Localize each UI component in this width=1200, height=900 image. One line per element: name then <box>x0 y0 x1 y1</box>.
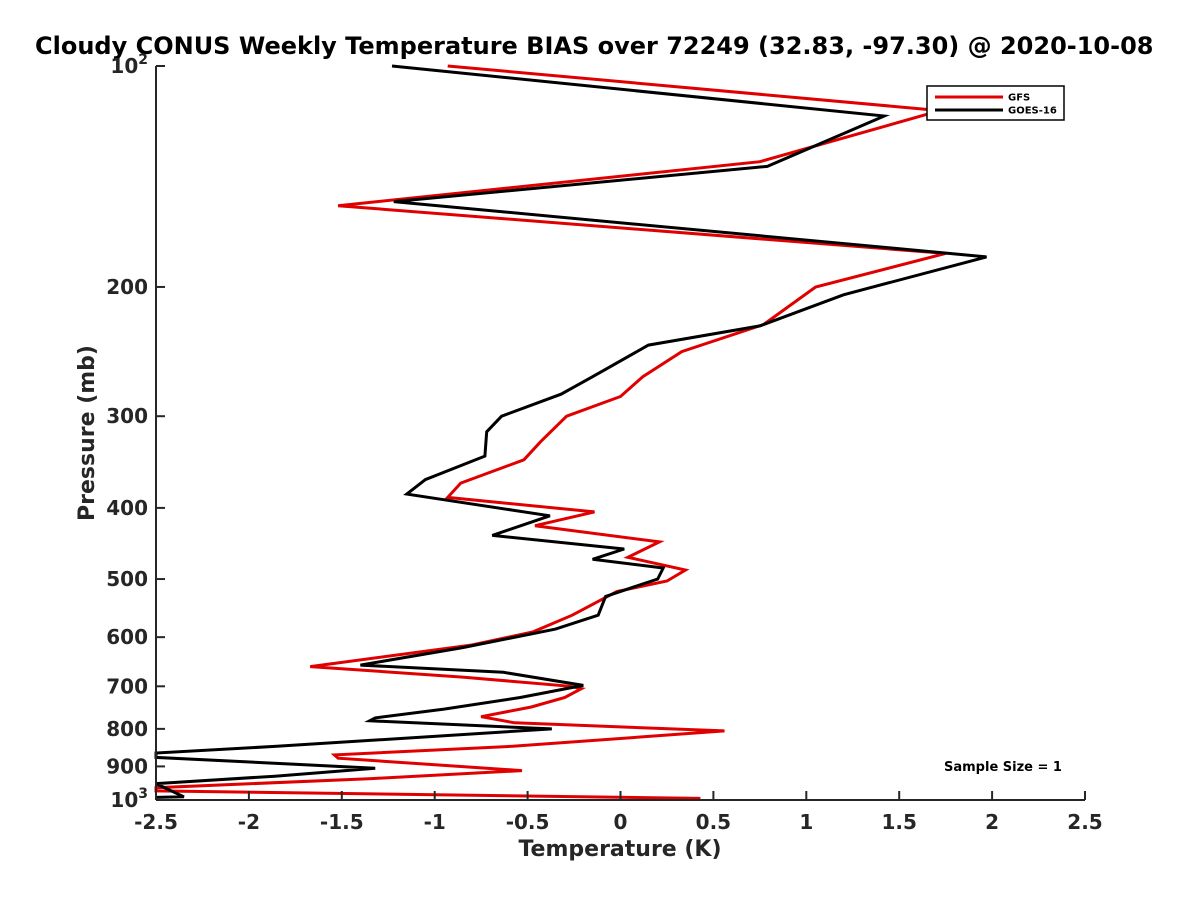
x-tick-label: 1 <box>799 810 813 834</box>
y-tick-label: 200 <box>106 275 148 299</box>
y-tick-label: 500 <box>106 567 148 591</box>
series-layer <box>154 64 987 800</box>
x-tick-label: 2.5 <box>1067 810 1102 834</box>
x-tick-label: -1.5 <box>320 810 364 834</box>
chart-title: Cloudy CONUS Weekly Temperature BIAS ove… <box>35 32 1153 60</box>
x-axis-label: Temperature (K) <box>518 837 721 862</box>
x-tick-label: -2 <box>238 810 260 834</box>
y-tick-label: 900 <box>106 754 148 778</box>
x-tick-label: 0.5 <box>696 810 731 834</box>
x-tick-label: -1 <box>424 810 446 834</box>
axes-layer: -2.5 -2 -1.5 -1 -0.5 0 0.5 1 1.5 2 2.5 102 200 300 400… <box>106 52 1102 834</box>
y-tick-label: 102 <box>110 52 148 78</box>
y-tick-label: 600 <box>106 625 148 649</box>
series-line-gfs <box>154 64 946 800</box>
x-tick-label: -0.5 <box>506 810 550 834</box>
x-tick-label: -2.5 <box>134 810 178 834</box>
x-tick-label: 2 <box>985 810 999 834</box>
y-tick-label: 400 <box>106 496 148 520</box>
x-tick-label: 1.5 <box>881 810 916 834</box>
y-tick-label: 700 <box>106 674 148 698</box>
y-tick-label: 800 <box>106 717 148 741</box>
legend-label: GOES-16 <box>1008 106 1057 117</box>
y-tick-label: 300 <box>106 404 148 428</box>
legend-box <box>926 85 1065 121</box>
y-tick-label: 103 <box>110 786 148 812</box>
legend-label: GFS <box>1008 93 1030 104</box>
legend: GFS GOES-16 <box>926 85 1065 121</box>
y-axis-label: Pressure (mb) <box>75 345 100 521</box>
x-tick-label: 0 <box>614 810 628 834</box>
series-line-goes-16 <box>154 64 987 799</box>
sample-size-annotation: Sample Size = 1 <box>944 760 1062 775</box>
